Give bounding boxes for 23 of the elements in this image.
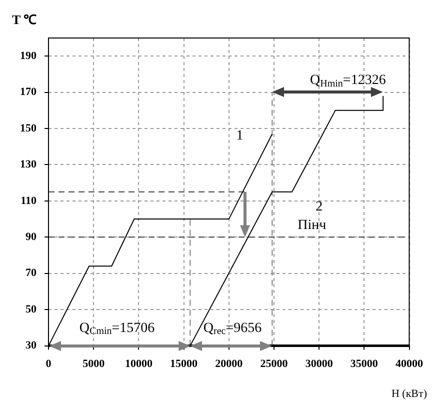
x-tick-label: 20000: [215, 358, 244, 370]
x-tick-label: 35000: [350, 358, 378, 370]
annotation: 1: [236, 128, 244, 144]
x-tick-label: 0: [46, 358, 52, 370]
y-tick-label: 70: [26, 267, 37, 280]
annotation: 2: [316, 199, 323, 214]
x-tick-label: 5000: [82, 358, 106, 370]
x-tick-label: 15000: [170, 358, 198, 370]
y-axis-title: T ℃: [12, 12, 37, 27]
x-axis-title: H (кВт): [391, 388, 428, 400]
y-tick-label: 30: [26, 340, 37, 352]
x-tick-label: 25000: [260, 358, 288, 370]
y-tick-label: 190: [20, 50, 37, 62]
y-tick-label: 130: [20, 158, 37, 171]
y-tick-label: 110: [20, 194, 37, 207]
y-tick-label: 150: [20, 122, 37, 134]
x-tick-label: 30000: [305, 358, 334, 370]
y-tick-label: 50: [26, 303, 37, 316]
annotation: Пінч: [298, 218, 326, 233]
y-tick-label: 170: [20, 86, 37, 98]
x-tick-label: 10000: [124, 358, 153, 370]
x-tick-label: 40000: [396, 358, 424, 370]
y-tick-label: 90: [26, 231, 37, 244]
